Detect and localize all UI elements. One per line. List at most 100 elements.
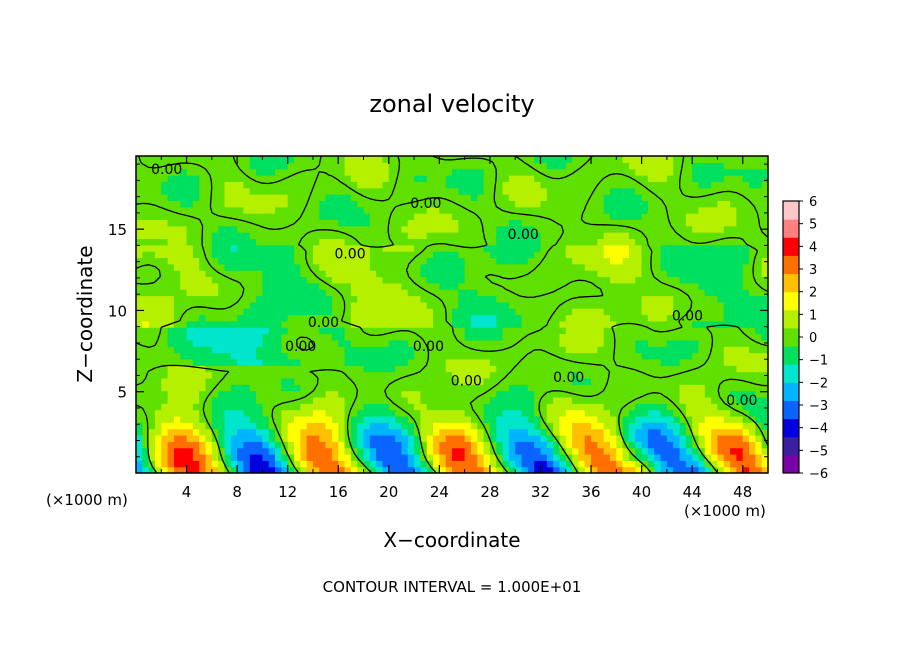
heatmap-cell	[230, 301, 238, 309]
heatmap-cell	[148, 200, 156, 208]
heatmap-cell	[742, 314, 750, 322]
heatmap-cell	[445, 403, 453, 411]
heatmap-cell	[173, 270, 181, 278]
heatmap-cell	[591, 282, 598, 290]
heatmap-cell	[420, 200, 428, 208]
heatmap-cell	[622, 371, 630, 379]
heatmap-cell	[218, 447, 226, 455]
heatmap-cell	[192, 289, 200, 297]
heatmap-cell	[319, 327, 327, 335]
heatmap-cell	[262, 428, 270, 436]
heatmap-cell	[262, 162, 270, 170]
heatmap-cell	[704, 289, 712, 297]
heatmap-cell	[256, 168, 263, 176]
heatmap-cell	[237, 289, 245, 297]
heatmap-cell	[325, 295, 333, 303]
heatmap-cell	[464, 396, 472, 404]
heatmap-cell	[230, 422, 238, 430]
heatmap-cell	[591, 396, 598, 404]
heatmap-cell	[249, 453, 257, 461]
heatmap-cell	[685, 434, 693, 442]
heatmap-cell	[515, 225, 523, 233]
heatmap-cell	[243, 320, 251, 328]
heatmap-cell	[666, 276, 674, 284]
heatmap-cell	[685, 428, 693, 436]
heatmap-cell	[534, 422, 542, 430]
heatmap-cell	[572, 194, 579, 201]
heatmap-cell	[433, 314, 440, 322]
heatmap-cell	[407, 168, 415, 176]
heatmap-cell	[489, 327, 497, 335]
heatmap-cell	[382, 200, 390, 208]
heatmap-cell	[287, 168, 295, 176]
heatmap-cell	[268, 333, 276, 341]
heatmap-cell	[666, 181, 674, 189]
heatmap-cell	[294, 358, 301, 366]
heatmap-cell	[382, 156, 390, 163]
heatmap-cell	[262, 282, 270, 290]
heatmap-cell	[312, 238, 320, 246]
heatmap-cell	[679, 308, 687, 316]
heatmap-cell	[540, 327, 548, 335]
heatmap-cell	[249, 434, 257, 442]
heatmap-cell	[173, 276, 181, 284]
heatmap-cell	[603, 441, 611, 449]
heatmap-cell	[180, 162, 188, 170]
heatmap-cell	[350, 403, 358, 411]
heatmap-cell	[597, 263, 605, 271]
heatmap-cell	[641, 175, 649, 182]
heatmap-cell	[268, 251, 276, 259]
heatmap-cell	[401, 365, 409, 373]
heatmap-cell	[584, 200, 592, 208]
heatmap-cell	[148, 194, 156, 201]
heatmap-cell	[635, 365, 643, 373]
heatmap-cell	[666, 257, 674, 265]
heatmap-cell	[186, 327, 194, 335]
heatmap-cell	[534, 441, 542, 449]
heatmap-cell	[325, 434, 333, 442]
heatmap-cell	[294, 232, 301, 240]
heatmap-cell	[154, 206, 162, 214]
heatmap-cell	[420, 219, 428, 227]
heatmap-cell	[723, 422, 731, 430]
heatmap-cell	[414, 244, 421, 252]
heatmap-cell	[736, 409, 744, 417]
heatmap-cell	[572, 434, 579, 442]
heatmap-cell	[685, 466, 693, 473]
heatmap-cell	[224, 428, 232, 436]
heatmap-cell	[565, 422, 573, 430]
heatmap-cell	[654, 358, 662, 366]
heatmap-cell	[749, 422, 756, 430]
heatmap-cell	[597, 225, 605, 233]
heatmap-cell	[199, 403, 207, 411]
heatmap-cell	[622, 295, 630, 303]
heatmap-cell	[294, 257, 301, 265]
heatmap-cell	[603, 282, 611, 290]
heatmap-cell	[319, 206, 327, 214]
heatmap-cell	[711, 434, 719, 442]
heatmap-cell	[237, 225, 245, 233]
heatmap-cell	[622, 213, 630, 220]
heatmap-cell	[167, 251, 175, 259]
heatmap-cell	[211, 453, 219, 461]
heatmap-cell	[591, 301, 598, 309]
heatmap-cell	[723, 466, 731, 473]
heatmap-cell	[489, 200, 497, 208]
heatmap-cell	[508, 377, 516, 385]
heatmap-cell	[199, 314, 207, 322]
heatmap-cell	[546, 333, 554, 341]
heatmap-cell	[730, 339, 737, 347]
heatmap-cell	[186, 428, 194, 436]
heatmap-cell	[142, 466, 150, 473]
heatmap-cell	[591, 206, 598, 214]
heatmap-cell	[186, 282, 194, 290]
heatmap-cell	[641, 453, 649, 461]
heatmap-cell	[515, 365, 523, 373]
heatmap-cell	[420, 225, 428, 233]
heatmap-cell	[420, 295, 428, 303]
heatmap-cell	[452, 175, 459, 182]
heatmap-cell	[388, 308, 396, 316]
heatmap-cell	[711, 409, 719, 417]
heatmap-cell	[281, 251, 289, 259]
heatmap-cell	[521, 422, 529, 430]
